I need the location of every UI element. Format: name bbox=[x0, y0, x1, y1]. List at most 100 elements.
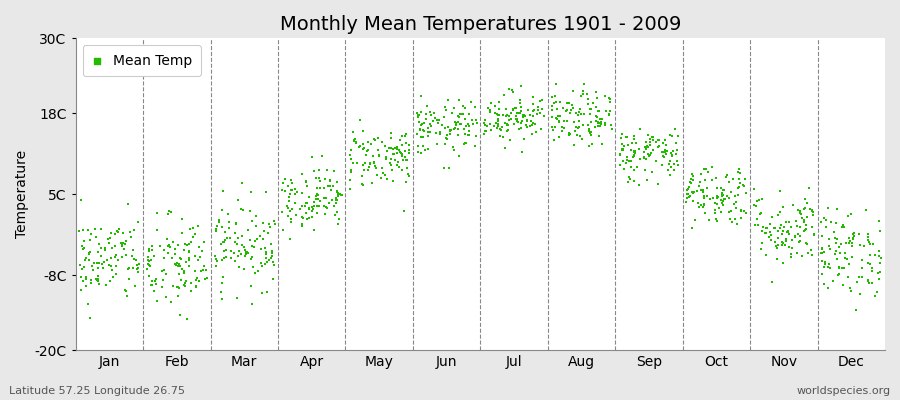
Point bbox=[95, 265, 110, 271]
Point bbox=[90, 277, 104, 284]
Point bbox=[79, 274, 94, 280]
Point bbox=[684, 176, 698, 182]
Point bbox=[497, 92, 511, 98]
Point bbox=[613, 151, 627, 157]
Point bbox=[78, 254, 93, 261]
Point bbox=[628, 140, 643, 146]
Point bbox=[804, 247, 818, 253]
Point bbox=[862, 239, 877, 245]
Point bbox=[665, 151, 680, 158]
Point bbox=[569, 110, 583, 116]
Point bbox=[302, 205, 317, 212]
Point bbox=[322, 183, 337, 190]
Point bbox=[90, 265, 104, 272]
Point bbox=[87, 260, 102, 266]
Point bbox=[707, 206, 722, 213]
Point bbox=[433, 129, 447, 136]
Point bbox=[872, 218, 886, 224]
Point bbox=[771, 234, 786, 241]
Point bbox=[845, 242, 859, 249]
Point bbox=[832, 243, 846, 250]
Point bbox=[399, 140, 413, 146]
Point bbox=[234, 250, 248, 257]
Point bbox=[230, 294, 244, 301]
Point bbox=[708, 210, 723, 217]
Point bbox=[513, 120, 527, 126]
Point bbox=[868, 252, 882, 258]
Point bbox=[400, 156, 414, 163]
Point bbox=[732, 166, 746, 172]
Point bbox=[860, 234, 875, 240]
Point bbox=[198, 275, 212, 282]
Point bbox=[182, 257, 196, 263]
Point bbox=[115, 242, 130, 248]
Point bbox=[112, 226, 127, 232]
Point bbox=[158, 294, 173, 300]
Point bbox=[832, 263, 846, 270]
Point bbox=[370, 172, 384, 178]
Point bbox=[79, 283, 94, 290]
Point bbox=[383, 145, 398, 152]
Point bbox=[657, 148, 671, 155]
Point bbox=[853, 291, 868, 298]
Point bbox=[710, 195, 724, 202]
Point bbox=[526, 112, 541, 119]
Point bbox=[212, 218, 227, 225]
Point bbox=[167, 246, 182, 252]
Point bbox=[417, 128, 431, 134]
Point bbox=[380, 147, 394, 154]
Point bbox=[482, 108, 497, 114]
Point bbox=[116, 246, 130, 252]
Point bbox=[388, 145, 402, 152]
Point bbox=[329, 197, 344, 204]
Point bbox=[184, 280, 199, 286]
Point bbox=[382, 160, 397, 166]
Point bbox=[830, 256, 844, 262]
Point bbox=[652, 137, 666, 143]
Point bbox=[264, 241, 278, 247]
Point bbox=[731, 192, 745, 198]
Point bbox=[778, 238, 793, 244]
Point bbox=[281, 182, 295, 189]
Point bbox=[124, 234, 139, 240]
Point bbox=[166, 239, 180, 245]
Point bbox=[582, 110, 597, 117]
Point bbox=[468, 142, 482, 149]
Point bbox=[781, 230, 796, 237]
Point bbox=[499, 106, 513, 112]
Point bbox=[77, 245, 92, 251]
Point bbox=[371, 146, 385, 153]
Point bbox=[747, 202, 761, 209]
Point bbox=[488, 103, 502, 109]
Point bbox=[284, 187, 298, 194]
Point bbox=[159, 271, 174, 277]
Point bbox=[818, 259, 832, 266]
Point bbox=[108, 242, 122, 249]
Point bbox=[873, 268, 887, 275]
Point bbox=[843, 211, 858, 217]
Point bbox=[506, 107, 520, 113]
Point bbox=[577, 80, 591, 87]
Point bbox=[837, 223, 851, 230]
Point bbox=[737, 183, 751, 190]
Point bbox=[141, 257, 156, 263]
Point bbox=[178, 241, 193, 247]
Point bbox=[378, 142, 392, 149]
Point bbox=[613, 151, 627, 158]
Point bbox=[310, 191, 325, 198]
Point bbox=[186, 234, 201, 240]
Point bbox=[788, 234, 803, 240]
Point bbox=[747, 186, 761, 192]
Point bbox=[734, 207, 749, 214]
Point bbox=[589, 104, 603, 110]
Point bbox=[163, 243, 177, 250]
Point bbox=[863, 252, 878, 258]
Point bbox=[145, 278, 159, 285]
Point bbox=[831, 272, 845, 278]
Point bbox=[842, 284, 857, 291]
Point bbox=[295, 202, 310, 209]
Point bbox=[796, 206, 811, 212]
Point bbox=[483, 107, 498, 114]
Point bbox=[526, 93, 540, 100]
Point bbox=[401, 142, 416, 149]
